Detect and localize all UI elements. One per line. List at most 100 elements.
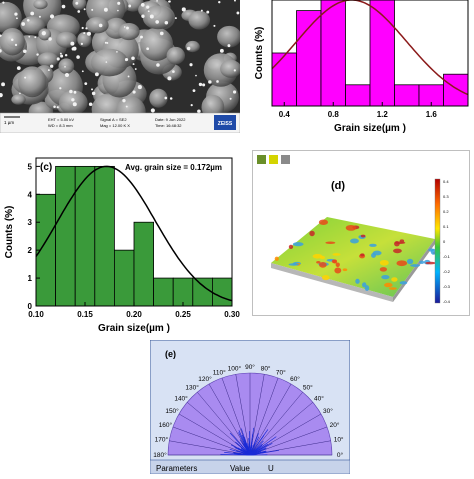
sem-grain	[58, 58, 74, 73]
x-tick-label: 0.4	[279, 110, 291, 119]
sem-particle	[83, 32, 85, 34]
afm-feature	[391, 277, 397, 282]
sem-particle	[76, 55, 80, 59]
sem-particle	[201, 10, 203, 12]
sem-particle	[28, 36, 30, 38]
sem-date: Date: 9 Jun 2022	[155, 117, 186, 122]
view-grid-icon[interactable]	[281, 155, 290, 164]
sem-particle	[39, 16, 41, 18]
sem-particle	[70, 42, 74, 46]
sem-particle	[156, 63, 160, 67]
view-3d-icon[interactable]	[257, 155, 266, 164]
sem-particle	[53, 106, 56, 109]
sem-particle	[151, 108, 155, 112]
rose-angle-label: 30°	[323, 407, 333, 415]
sem-particle	[168, 1, 170, 3]
sem-grain	[56, 32, 77, 48]
histogram-bar	[346, 85, 371, 106]
afm-feature	[384, 283, 393, 287]
afm-feature	[362, 282, 366, 287]
sem-particle	[182, 7, 186, 11]
sem-particle	[91, 88, 93, 90]
sem-particle	[148, 10, 150, 12]
sem-grain	[188, 11, 210, 30]
panel-label-e: (e)	[165, 349, 176, 359]
rose-angle-label: 80°	[261, 364, 271, 372]
afm-feature	[343, 268, 348, 271]
sem-particle	[69, 90, 73, 94]
sem-particle	[233, 90, 236, 93]
sem-particle	[84, 8, 86, 10]
sem-wd: WD = 8.3 mm	[48, 123, 73, 128]
afm-toolbar-icons[interactable]	[257, 155, 290, 164]
sem-particle	[92, 92, 96, 96]
sem-particle	[213, 25, 215, 27]
afm-feature	[380, 260, 389, 266]
sem-grain	[167, 47, 185, 65]
sem-particle	[64, 66, 66, 68]
sem-particle	[195, 75, 197, 77]
sem-grain	[38, 52, 59, 67]
sem-grain	[59, 90, 88, 115]
rose-angle-label: 90°	[245, 363, 255, 371]
panel-label-d: (d)	[331, 180, 345, 192]
afm-feature	[319, 262, 327, 268]
sem-grain	[0, 28, 25, 55]
rose-angle-label: 130°	[185, 384, 199, 392]
y-axis-label: Counts (%)	[254, 27, 265, 80]
afm-feature	[289, 245, 293, 249]
sem-mag: Mag = 12.00 K X	[100, 123, 130, 128]
sem-particle	[124, 26, 126, 28]
x-tick-label: 1.6	[426, 110, 438, 119]
sem-particle	[19, 92, 21, 94]
sem-particle	[197, 109, 201, 113]
sem-particle	[146, 47, 149, 50]
x-tick-label: 0.15	[77, 310, 93, 319]
colorbar-tick-label: 0.3	[443, 194, 449, 199]
afm-feature	[410, 264, 420, 267]
rose-angle-label: 170°	[155, 436, 169, 444]
x-tick-label: 0.30	[224, 310, 240, 319]
sem-particle	[206, 11, 209, 14]
rose-angle-label: 160°	[159, 421, 173, 429]
afm-feature	[381, 275, 389, 279]
rose-angle-label: 50°	[303, 384, 313, 392]
sem-particle	[48, 37, 51, 40]
sem-particle	[95, 72, 99, 76]
afm-feature	[373, 251, 382, 256]
sem-particle	[164, 97, 167, 100]
x-tick-label: 0.20	[126, 310, 142, 319]
sem-particle	[84, 82, 87, 85]
sem-particle	[216, 80, 219, 83]
histogram-bar	[444, 74, 469, 106]
rose-angle-label: 40°	[314, 394, 324, 402]
sem-particle	[160, 32, 164, 36]
x-axis-label: Grain size(µm )	[334, 123, 406, 134]
sem-particle	[126, 27, 129, 30]
colorbar-tick-label: -0.4	[443, 299, 451, 304]
x-tick-label: 0.10	[28, 310, 44, 319]
view-surface-icon[interactable]	[269, 155, 278, 164]
sem-particle	[133, 91, 136, 94]
afm-feature	[336, 262, 340, 267]
sem-particle	[91, 9, 93, 11]
sem-particle	[122, 99, 125, 102]
x-tick-label: 0.8	[328, 110, 340, 119]
sem-particle	[167, 76, 171, 80]
colorbar-tick-label: 0.1	[443, 224, 449, 229]
sem-particle	[23, 49, 27, 53]
rose-angle-label: 10°	[334, 436, 344, 444]
sem-particle	[30, 12, 34, 16]
sem-particle	[14, 12, 17, 15]
sem-particle	[218, 1, 220, 3]
afm-feature	[380, 267, 387, 272]
sem-particle	[140, 36, 143, 39]
histogram-bar	[56, 166, 76, 306]
sem-particle	[141, 3, 145, 7]
sem-grain	[185, 41, 199, 52]
sem-particle	[234, 69, 236, 71]
zeiss-logo-text: ZEISS	[218, 121, 233, 127]
afm-feature	[325, 241, 335, 244]
afm-feature	[275, 257, 279, 261]
